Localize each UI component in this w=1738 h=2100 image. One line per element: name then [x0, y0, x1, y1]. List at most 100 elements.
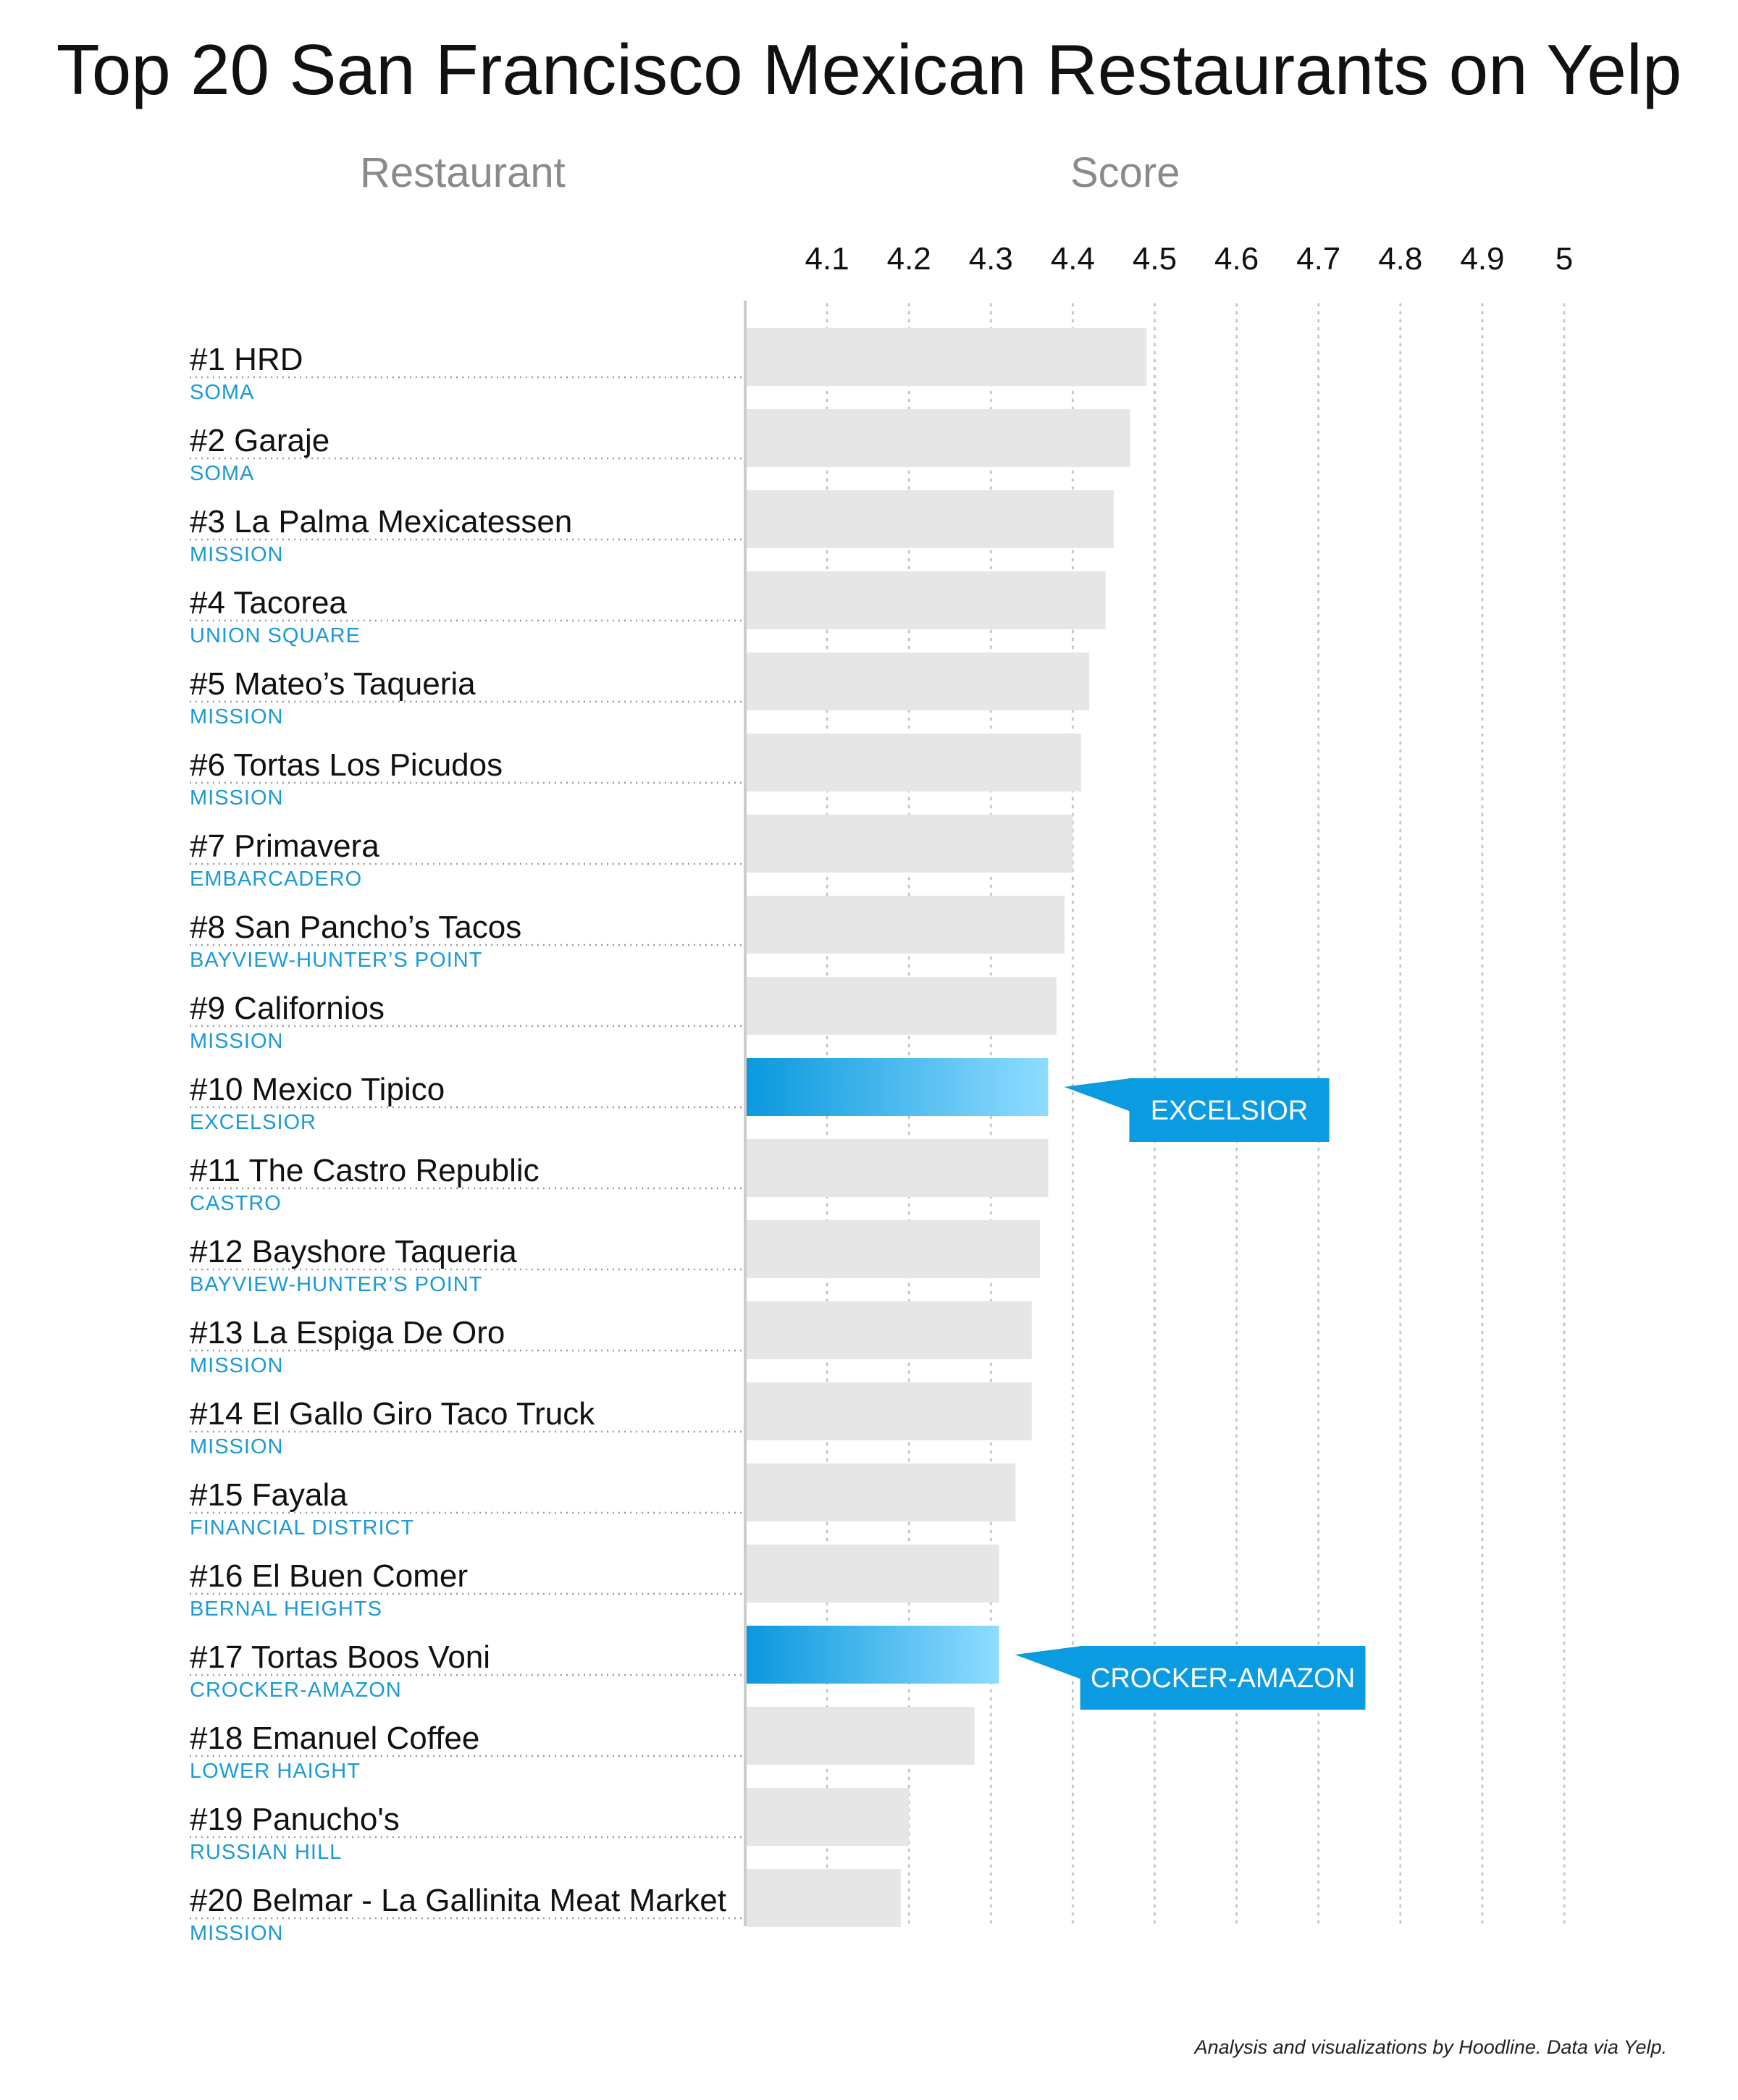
restaurant-name: #2 Garaje — [190, 423, 329, 458]
x-tick-label: 5 — [1556, 241, 1573, 277]
bar-row: #13 La Espiga De Oro MISSION — [190, 1301, 1032, 1377]
restaurant-column-header: Restaurant — [360, 149, 566, 196]
neighborhood-label: BAYVIEW-HUNTER’S POINT — [190, 1273, 482, 1296]
bar-row: #4 Tacorea UNION SQUARE — [190, 571, 1106, 647]
restaurant-name: #13 La Espiga De Oro — [190, 1315, 505, 1351]
restaurant-name: #12 Bayshore Taqueria — [190, 1234, 517, 1269]
bar — [747, 1869, 901, 1927]
neighborhood-label: MISSION — [190, 1922, 283, 1945]
neighborhood-label: MISSION — [190, 543, 283, 566]
bar-row: #18 Emanuel Coffee LOWER HAIGHT — [190, 1707, 975, 1783]
restaurant-name: #11 The Castro Republic — [190, 1153, 540, 1188]
neighborhood-label: MISSION — [190, 705, 283, 728]
x-tick-label: 4.6 — [1214, 241, 1259, 277]
neighborhood-label: MISSION — [190, 1030, 283, 1053]
neighborhood-label: RUSSIAN HILL — [190, 1841, 342, 1864]
neighborhood-label: FINANCIAL DISTRICT — [190, 1516, 414, 1540]
restaurant-name: #20 Belmar - La Gallinita Meat Market — [190, 1883, 726, 1918]
restaurant-name: #5 Mateo’s Taqueria — [190, 666, 476, 702]
bar — [747, 1707, 975, 1765]
source-credit: Analysis and visualizations by Hoodline.… — [1194, 2036, 1667, 2058]
x-tick-label: 4.2 — [887, 241, 931, 277]
callout-pointer — [1015, 1646, 1082, 1679]
bar-row: #12 Bayshore Taqueria BAYVIEW-HUNTER’S PO… — [190, 1220, 1041, 1296]
restaurant-name: #4 Tacorea — [190, 585, 347, 621]
highlighted-bar — [747, 1626, 999, 1684]
neighborhood-label: BERNAL HEIGHTS — [190, 1597, 382, 1621]
bar — [747, 1139, 1049, 1197]
neighborhood-label: SOMA — [190, 381, 254, 404]
bar — [747, 734, 1081, 791]
callout-label: CROCKER-AMAZON — [1091, 1663, 1355, 1694]
neighborhood-label: EMBARCADERO — [190, 868, 362, 891]
bar — [747, 1463, 1016, 1521]
bar-row: #15 Fayala FINANCIAL DISTRICT — [190, 1463, 1016, 1540]
restaurant-name: #3 La Palma Mexicatessen — [190, 504, 572, 539]
callout-box — [1129, 1078, 1330, 1142]
restaurant-name: #16 El Buen Comer — [190, 1558, 468, 1594]
bar — [747, 1220, 1041, 1278]
bar — [747, 1301, 1032, 1359]
callout-box — [1080, 1646, 1366, 1710]
bar — [747, 977, 1057, 1035]
neighborhood-label: MISSION — [190, 1354, 283, 1377]
bar-row: #1 HRD SOMA — [190, 328, 1147, 404]
bar — [747, 1382, 1032, 1440]
bar — [747, 571, 1106, 629]
x-tick-label: 4.7 — [1296, 241, 1340, 277]
neighborhood-label: MISSION — [190, 1435, 283, 1458]
bar-row: #3 La Palma Mexicatessen MISSION — [190, 490, 1114, 566]
restaurant-name: #1 HRD — [190, 342, 303, 377]
neighborhood-label: MISSION — [190, 786, 283, 810]
bar — [747, 652, 1090, 710]
neighborhood-label: CROCKER-AMAZON — [190, 1679, 402, 1702]
bar — [747, 328, 1147, 386]
bar-row: #2 Garaje SOMA — [190, 409, 1130, 485]
bar — [747, 409, 1130, 467]
bar-row: #7 Primavera EMBARCADERO — [190, 815, 1073, 891]
bar — [747, 490, 1114, 548]
neighborhood-label: LOWER HAIGHT — [190, 1760, 361, 1783]
bar-row: #10 Mexico Tipico EXCELSIOR EXCELSIOR — [190, 1058, 1330, 1142]
bar-row: #17 Tortas Boos Voni CROCKER-AMAZON CROCKE… — [190, 1626, 1366, 1710]
x-tick-label: 4.9 — [1460, 241, 1504, 277]
callout-pointer — [1064, 1078, 1131, 1112]
x-tick-label: 4.1 — [805, 241, 849, 277]
bar — [747, 815, 1073, 873]
neighborhood-label: EXCELSIOR — [190, 1111, 316, 1134]
bar-row: #16 El Buen Comer BERNAL HEIGHTS — [190, 1545, 999, 1621]
restaurant-name: #17 Tortas Boos Voni — [190, 1639, 490, 1675]
neighborhood-label: BAYVIEW-HUNTER’S POINT — [190, 949, 482, 972]
restaurant-name: #10 Mexico Tipico — [190, 1072, 445, 1107]
neighborhood-label: CASTRO — [190, 1192, 282, 1215]
bar-row: #19 Panucho's RUSSIAN HILL — [190, 1788, 910, 1864]
restaurant-name: #7 Primavera — [190, 828, 379, 864]
score-column-header: Score — [1070, 149, 1180, 196]
x-tick-label: 4.4 — [1051, 241, 1095, 277]
bar — [747, 1788, 910, 1846]
highlighted-bar — [747, 1058, 1049, 1116]
restaurant-name: #18 Emanuel Coffee — [190, 1721, 479, 1756]
restaurant-name: #14 El Gallo Giro Taco Truck — [190, 1396, 595, 1432]
x-tick-label: 4.8 — [1378, 241, 1422, 277]
callout-label: EXCELSIOR — [1151, 1096, 1309, 1126]
bar-row: #14 El Gallo Giro Taco Truck MISSION — [190, 1382, 1032, 1458]
bar-row: #20 Belmar - La Gallinita Meat Market MIS… — [190, 1869, 901, 1945]
restaurant-name: #6 Tortas Los Picudos — [190, 747, 503, 783]
restaurant-name: #15 Fayala — [190, 1477, 348, 1513]
restaurant-name: #19 Panucho's — [190, 1802, 400, 1837]
bar-row: #8 San Pancho’s Tacos BAYVIEW-HUNTER’S PO… — [190, 896, 1065, 972]
chart-title: Top 20 San Francisco Mexican Restaurants… — [56, 30, 1682, 109]
bar-rows: #1 HRD SOMA #2 Garaje SOMA #3 La Palma Mexic… — [190, 328, 1366, 1945]
x-axis-ticks: 4.1 4.2 4.3 4.4 4.5 4.6 4.7 4.8 4.9 5 — [805, 241, 1574, 277]
restaurant-name: #9 Californios — [190, 991, 385, 1026]
bar-row: #5 Mateo’s Taqueria MISSION — [190, 652, 1090, 728]
neighborhood-label: UNION SQUARE — [190, 624, 361, 647]
bar — [747, 1545, 999, 1603]
restaurant-name: #8 San Pancho’s Tacos — [190, 910, 521, 945]
neighborhood-label: SOMA — [190, 462, 254, 485]
bar — [747, 896, 1065, 954]
bar-row: #6 Tortas Los Picudos MISSION — [190, 734, 1081, 810]
bar-row: #9 Californios MISSION — [190, 977, 1057, 1053]
